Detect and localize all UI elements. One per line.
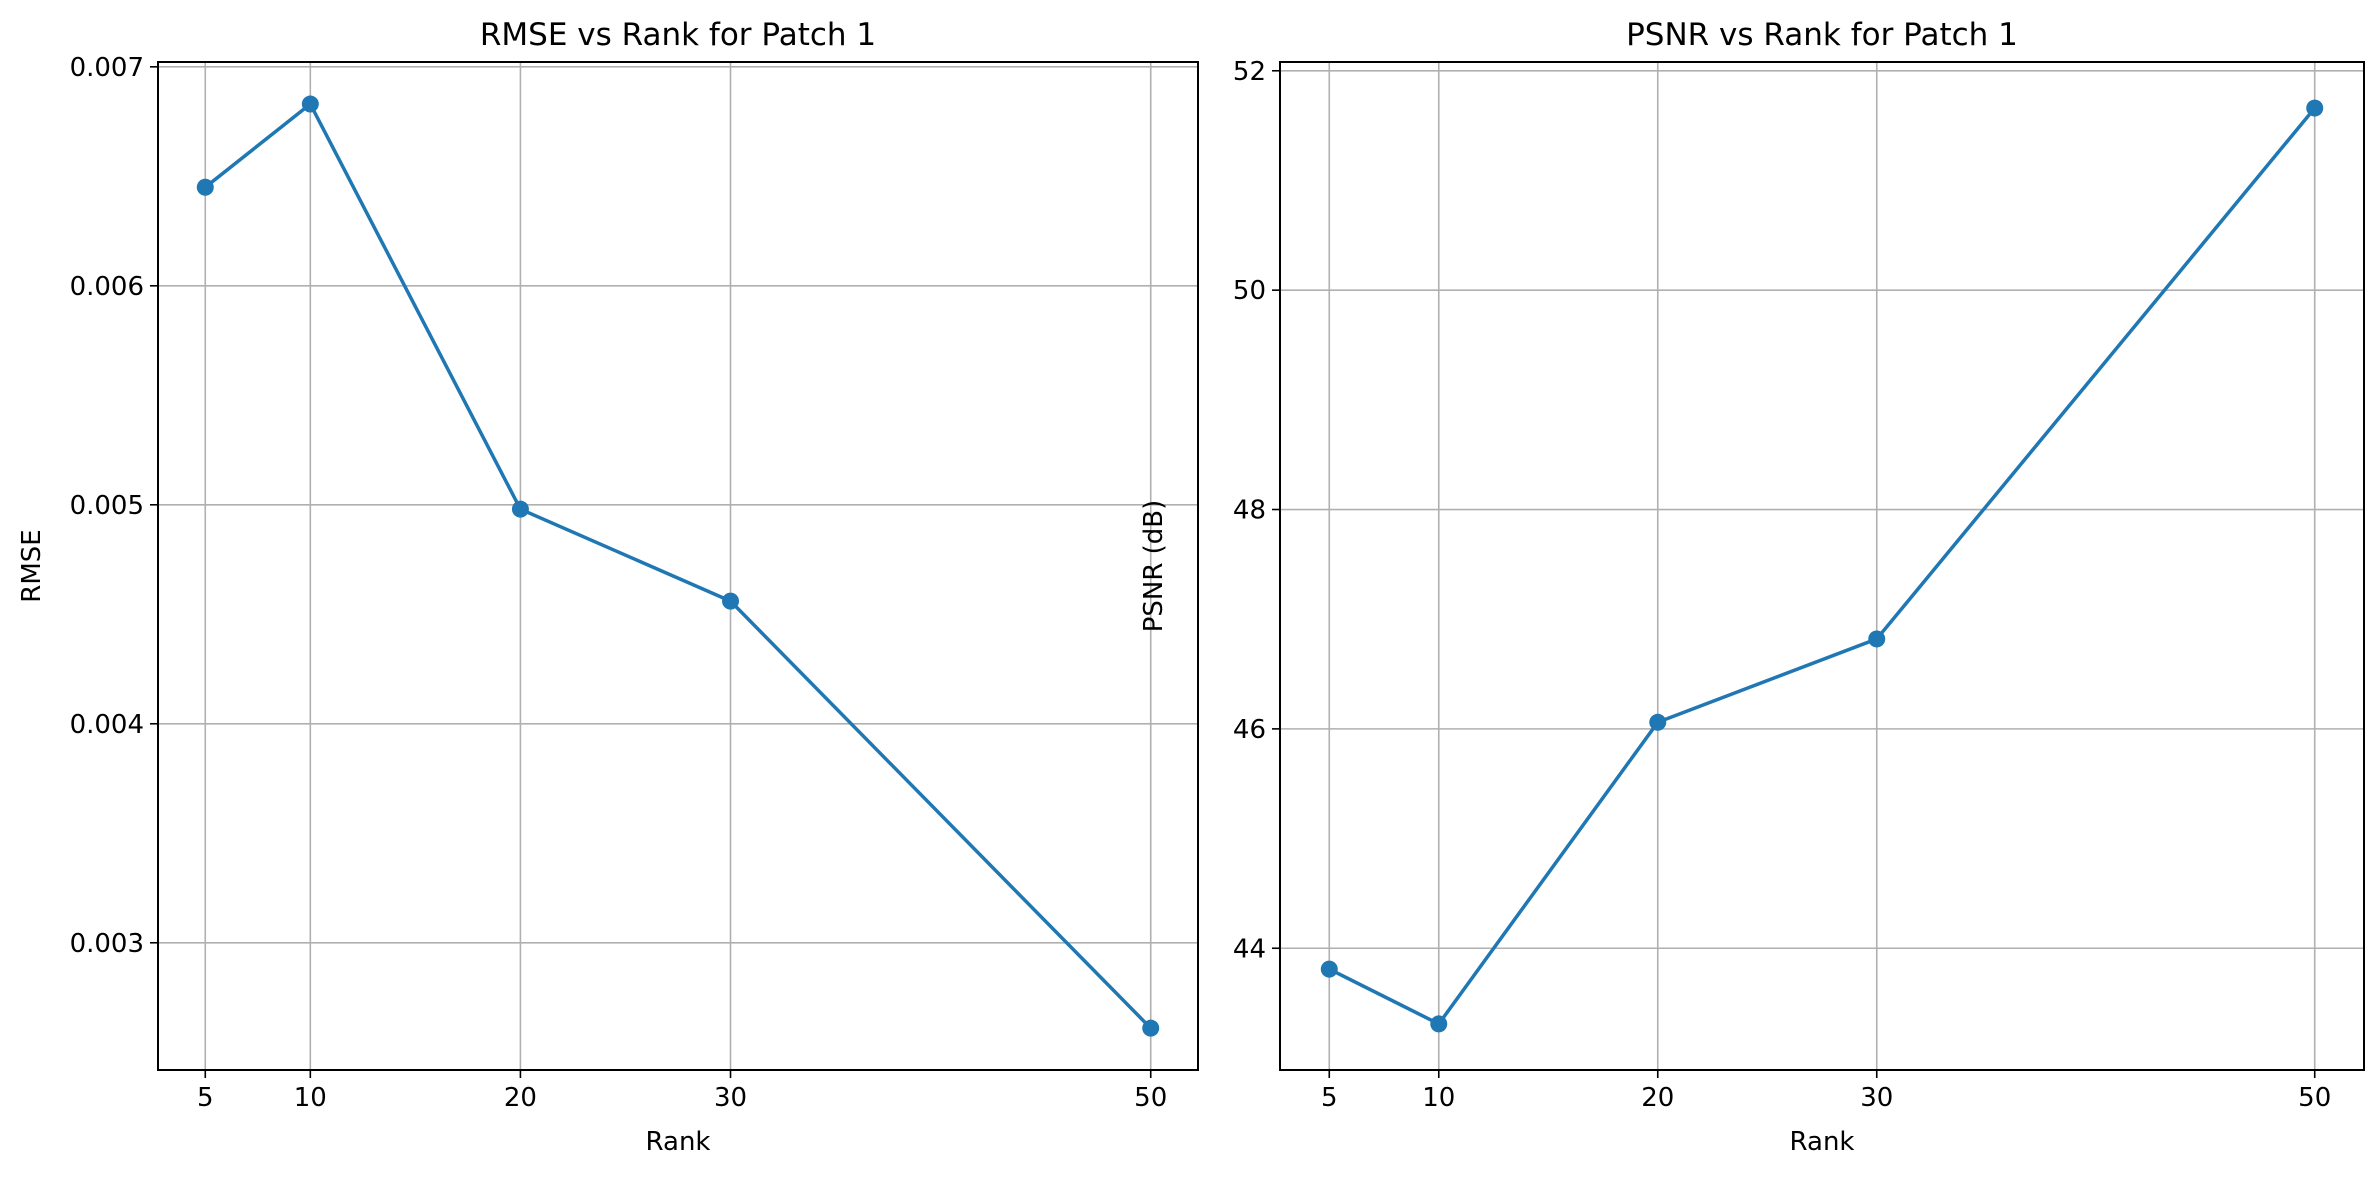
psnr-data-point <box>1868 630 1886 648</box>
psnr-chart-title: PSNR vs Rank for Patch 1 <box>1626 17 2018 53</box>
psnr-x-tick-label: 5 <box>1321 1083 1338 1113</box>
psnr-y-tick-label: 44 <box>1233 934 1266 964</box>
psnr-x-axis-label: Rank <box>1790 1127 1855 1157</box>
rmse-y-axis-label: RMSE <box>17 529 47 602</box>
psnr-y-tick-label: 52 <box>1233 57 1266 87</box>
psnr-y-tick-label: 50 <box>1233 276 1266 306</box>
rmse-grid <box>158 62 1198 1070</box>
psnr-grid <box>1280 62 2364 1070</box>
psnr-data-point <box>1649 713 1667 731</box>
rmse-ticks: 5 10 20 30 50 0.003 0.004 0.005 0.006 0.007 <box>70 53 1168 1113</box>
psnr-data-point <box>1430 1015 1448 1033</box>
rmse-y-tick-label: 0.004 <box>70 710 144 740</box>
rmse-x-axis-label: Rank <box>646 1127 711 1157</box>
rmse-y-tick-label: 0.007 <box>70 53 144 83</box>
psnr-y-axis-label: PSNR (dB) <box>1139 500 1169 633</box>
rmse-x-tick-label: 10 <box>294 1083 327 1113</box>
rmse-y-tick-label: 0.003 <box>70 929 144 959</box>
psnr-x-tick-label: 20 <box>1641 1083 1674 1113</box>
psnr-x-tick-label: 30 <box>1860 1083 1893 1113</box>
psnr-y-tick-label: 46 <box>1233 715 1266 745</box>
psnr-data-point <box>1320 960 1338 978</box>
rmse-y-tick-label: 0.006 <box>70 272 144 302</box>
rmse-y-tick-label: 0.005 <box>70 491 144 521</box>
psnr-series <box>1320 99 2324 1033</box>
psnr-x-tick-label: 10 <box>1422 1083 1455 1113</box>
rmse-data-point <box>301 95 319 113</box>
rmse-data-point <box>196 178 214 196</box>
rmse-data-point <box>1142 1019 1160 1037</box>
rmse-x-tick-label: 30 <box>714 1083 747 1113</box>
rmse-chart-panel: 5 10 20 30 50 0.003 0.004 0.005 0.006 0.007 RMSE … <box>17 17 1199 1157</box>
psnr-data-point <box>2306 99 2324 117</box>
rmse-data-point <box>722 592 740 610</box>
psnr-x-tick-label: 50 <box>2298 1083 2331 1113</box>
rmse-chart-title: RMSE vs Rank for Patch 1 <box>480 17 876 53</box>
rmse-data-point <box>511 500 529 518</box>
rmse-axes-frame <box>157 61 1199 1071</box>
rmse-series <box>196 95 1160 1037</box>
psnr-y-tick-label: 48 <box>1233 496 1266 526</box>
psnr-chart-panel: 5 10 20 30 50 44 46 48 50 52 PSNR vs Rank for Pat… <box>1139 17 2365 1157</box>
psnr-axes-frame <box>1279 61 2365 1071</box>
rmse-x-tick-label: 5 <box>197 1083 214 1113</box>
rmse-x-tick-label: 50 <box>1134 1083 1167 1113</box>
rmse-x-tick-label: 20 <box>504 1083 537 1113</box>
psnr-ticks: 5 10 20 30 50 44 46 48 50 52 <box>1233 57 2331 1113</box>
